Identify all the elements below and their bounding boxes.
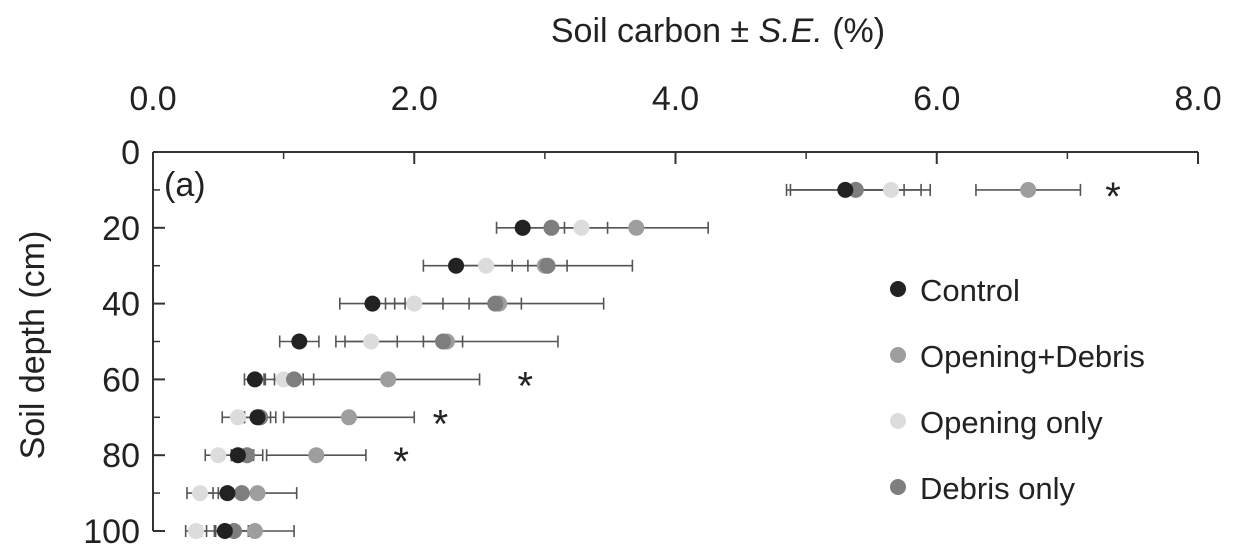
y-axis-title: Soil depth (cm) — [14, 231, 52, 460]
x-axis-title: Soil carbon ± S.E. (%) — [551, 12, 885, 50]
data-point — [448, 257, 465, 274]
legend-label: Opening+Debris — [920, 339, 1145, 374]
significance-marker: * — [517, 364, 533, 408]
legend-label: Control — [920, 273, 1020, 308]
data-point — [340, 409, 357, 426]
data-point — [380, 371, 397, 388]
x-tick-label: 2.0 — [391, 80, 438, 118]
data-point — [628, 219, 645, 236]
data-points — [188, 181, 1037, 539]
data-point — [363, 333, 380, 350]
axes — [152, 151, 1199, 532]
y-tick-label: 80 — [102, 437, 140, 475]
y-tick-label: 100 — [83, 513, 140, 551]
data-point — [291, 333, 308, 350]
data-point — [286, 371, 303, 388]
data-point — [229, 409, 246, 426]
data-point — [246, 371, 263, 388]
data-point — [249, 485, 266, 502]
data-point — [233, 485, 250, 502]
panel-label: (a) — [164, 166, 206, 204]
data-point — [434, 333, 451, 350]
data-point — [514, 219, 531, 236]
data-point — [216, 523, 233, 539]
data-point — [487, 295, 504, 312]
data-point — [308, 447, 325, 464]
data-point — [573, 219, 590, 236]
data-point — [219, 485, 236, 502]
significance-marker: * — [393, 440, 409, 484]
y-tick-labels: 0 20 40 60 80 100 — [83, 134, 140, 551]
legend-swatch — [890, 281, 906, 297]
data-point — [246, 523, 263, 539]
x-tick-label: 4.0 — [652, 80, 699, 118]
data-point — [192, 485, 209, 502]
data-point — [478, 257, 495, 274]
legend: Control Opening+Debris Opening only Debris … — [890, 273, 1145, 506]
data-point — [543, 219, 560, 236]
significance-marker: * — [1105, 175, 1121, 219]
significance-marker: * — [433, 402, 449, 446]
data-point — [1020, 181, 1037, 198]
x-tick-labels: 0.0 2.0 4.0 6.0 8.0 — [129, 80, 1221, 118]
significance-markers: * * * * — [393, 175, 1120, 484]
data-point — [210, 447, 227, 464]
legend-swatch — [890, 347, 906, 363]
legend-label: Debris only — [920, 471, 1076, 506]
x-axis-title-prefix: Soil carbon ± — [551, 12, 759, 50]
data-point — [837, 181, 854, 198]
legend-swatch — [890, 479, 906, 495]
legend-swatch — [890, 413, 906, 429]
data-point — [249, 409, 266, 426]
y-tick-label: 0 — [121, 134, 140, 172]
x-axis-title-italic: S.E. — [759, 12, 823, 50]
data-point — [539, 257, 556, 274]
data-point — [229, 447, 246, 464]
x-tick-label: 0.0 — [129, 80, 176, 118]
x-axis-title-suffix: (%) — [823, 12, 885, 50]
y-tick-label: 60 — [102, 361, 140, 399]
legend-label: Opening only — [920, 405, 1103, 440]
x-tick-label: 8.0 — [1174, 80, 1221, 118]
data-point — [406, 295, 423, 312]
data-point — [188, 523, 205, 539]
data-point — [364, 295, 381, 312]
x-tick-label: 6.0 — [913, 80, 960, 118]
y-tick-label: 20 — [102, 210, 140, 248]
y-tick-label: 40 — [102, 286, 140, 324]
data-point — [883, 181, 900, 198]
